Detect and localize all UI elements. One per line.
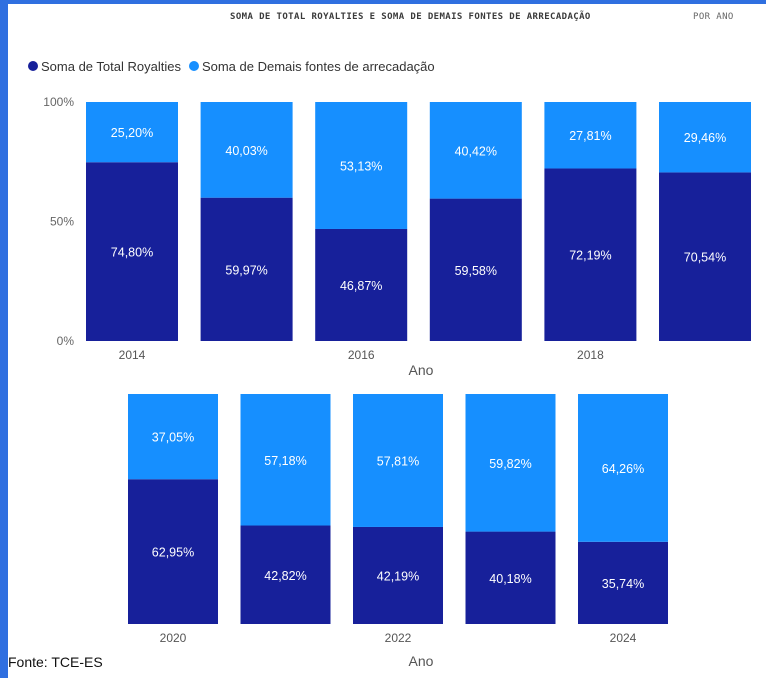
- data-label-total-royalties: 59,97%: [225, 263, 267, 277]
- x-tick-label: 2022: [385, 631, 412, 645]
- bar-total-royalties[interactable]: [315, 228, 408, 341]
- data-label-total-royalties: 74,80%: [111, 246, 153, 260]
- legend-dot-demais-fontes: [188, 61, 199, 71]
- data-label-total-royalties: 70,54%: [684, 251, 726, 265]
- bar-demais-fontes[interactable]: [200, 102, 293, 198]
- data-label-demais-fontes: 29,46%: [684, 131, 726, 145]
- bar-demais-fontes[interactable]: [429, 102, 522, 199]
- y-tick-label: 0%: [57, 334, 75, 348]
- x-axis-title: Ano: [409, 653, 434, 669]
- bar-demais-fontes[interactable]: [353, 394, 443, 527]
- x-axis-title: Ano: [409, 362, 434, 378]
- data-label-total-royalties: 62,95%: [152, 546, 194, 560]
- data-label-demais-fontes: 57,81%: [377, 454, 419, 468]
- chart-subtitle: POR ANO: [693, 12, 734, 22]
- chart-top: 100% 50% 0% 74,80% 25,20% 2014 59,97% 40,03% 46,…: [43, 95, 751, 378]
- bar-total-royalties[interactable]: [544, 168, 637, 341]
- data-label-demais-fontes: 37,05%: [152, 431, 194, 445]
- data-label-demais-fontes: 27,81%: [569, 129, 611, 143]
- data-label-demais-fontes: 40,03%: [225, 144, 267, 158]
- x-tick-label: 2020: [160, 631, 187, 645]
- bar-total-royalties[interactable]: [465, 531, 556, 624]
- bar-total-royalties[interactable]: [353, 526, 443, 624]
- bar-demais-fontes[interactable]: [240, 394, 331, 526]
- y-tick-label: 50%: [50, 215, 74, 229]
- bar-demais-fontes[interactable]: [465, 394, 556, 532]
- data-label-demais-fontes: 53,13%: [340, 159, 382, 173]
- y-tick-label: 100%: [43, 95, 74, 109]
- data-label-total-royalties: 35,74%: [602, 577, 644, 591]
- bar-total-royalties[interactable]: [200, 197, 293, 341]
- data-label-demais-fontes: 64,26%: [602, 462, 644, 476]
- legend-label-total-royalties: Soma de Total Royalties: [41, 58, 181, 74]
- legend-label-demais-fontes: Soma de Demais fontes de arrecadação: [201, 58, 435, 74]
- source-note: Fonte: TCE-ES: [8, 654, 103, 670]
- bar-demais-fontes[interactable]: [544, 102, 637, 169]
- bar-demais-fontes[interactable]: [86, 102, 178, 163]
- data-label-total-royalties: 42,82%: [264, 569, 306, 583]
- data-label-total-royalties: 59,58%: [455, 264, 497, 278]
- data-label-demais-fontes: 25,20%: [111, 126, 153, 140]
- data-label-demais-fontes: 57,18%: [264, 454, 306, 468]
- bar-total-royalties[interactable]: [429, 198, 522, 341]
- x-tick-label: 2014: [119, 348, 146, 362]
- bar-demais-fontes[interactable]: [128, 394, 218, 480]
- chart-title: SOMA DE TOTAL ROYALTIES E SOMA DE DEMAIS…: [230, 12, 591, 22]
- bar-demais-fontes[interactable]: [659, 102, 751, 173]
- data-label-total-royalties: 46,87%: [340, 279, 382, 293]
- bar-total-royalties[interactable]: [240, 525, 331, 624]
- data-label-total-royalties: 72,19%: [569, 249, 611, 263]
- x-tick-label: 2024: [610, 631, 637, 645]
- legend-entry-demais-fontes[interactable]: Soma de Demais fontes de arrecadação: [188, 58, 435, 74]
- data-label-demais-fontes: 40,42%: [455, 144, 497, 158]
- bar-demais-fontes[interactable]: [315, 102, 408, 229]
- data-label-total-royalties: 40,18%: [489, 572, 531, 586]
- x-tick-label: 2018: [577, 348, 604, 362]
- data-label-demais-fontes: 59,82%: [489, 457, 531, 471]
- legend: Soma de Total Royalties Soma de Demais f…: [28, 58, 443, 74]
- x-tick-label: 2016: [348, 348, 375, 362]
- legend-dot-total-royalties: [28, 61, 38, 71]
- bar-total-royalties[interactable]: [128, 479, 218, 624]
- legend-entry-total-royalties[interactable]: Soma de Total Royalties: [28, 59, 181, 74]
- bar-total-royalties[interactable]: [659, 172, 751, 341]
- bar-total-royalties[interactable]: [86, 162, 178, 341]
- bar-demais-fontes[interactable]: [578, 394, 668, 542]
- data-label-total-royalties: 42,19%: [377, 569, 419, 583]
- bar-total-royalties[interactable]: [578, 541, 668, 624]
